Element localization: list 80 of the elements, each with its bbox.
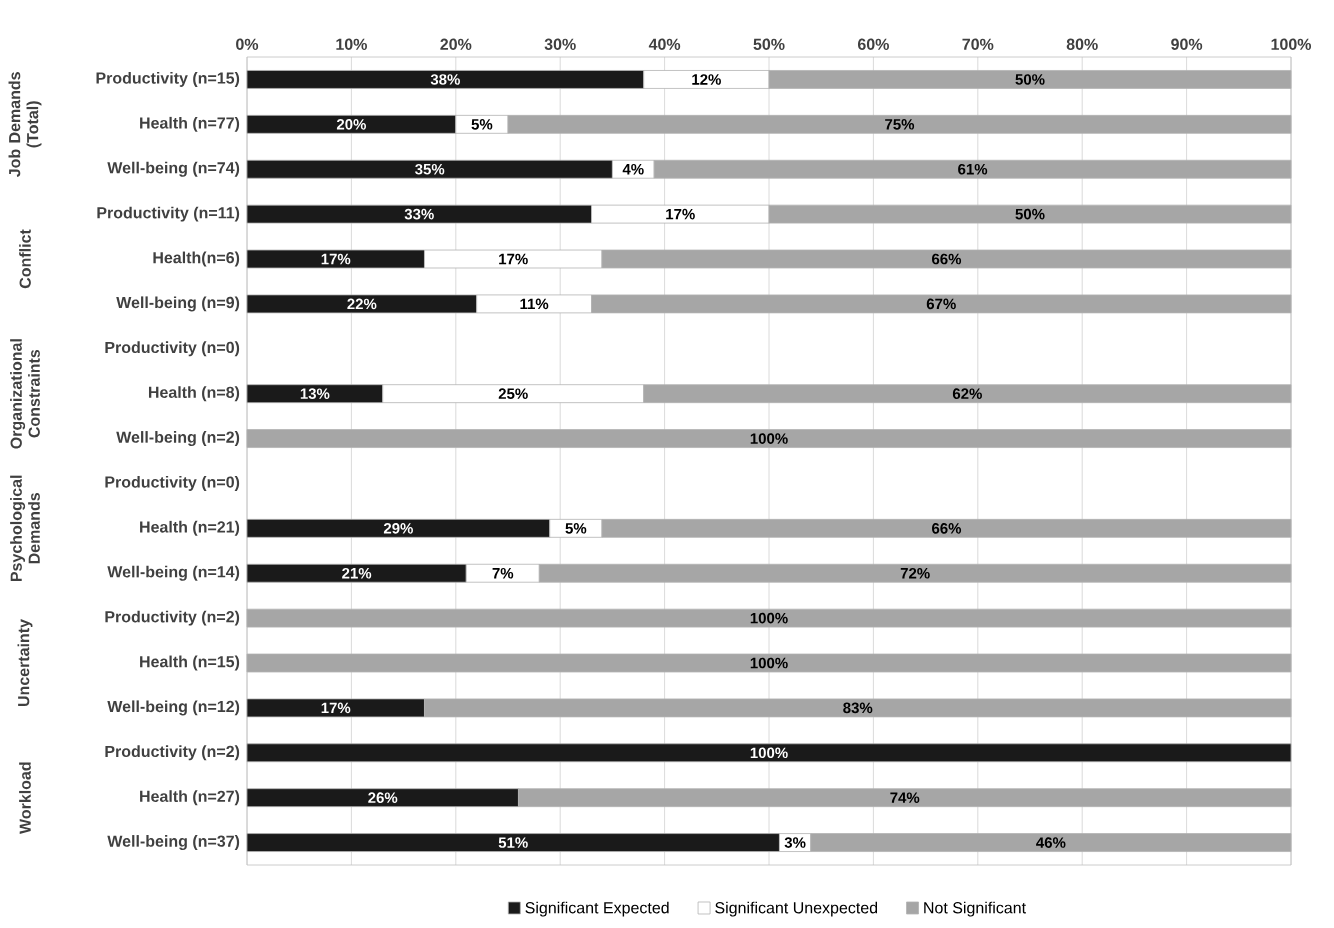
data-label: 100% bbox=[750, 433, 788, 444]
data-label: 83% bbox=[843, 702, 873, 714]
text: Workload bbox=[19, 762, 31, 834]
data-label: 12% bbox=[692, 74, 721, 85]
text: Psychological Demands bbox=[10, 475, 40, 582]
data-label: 50% bbox=[1015, 208, 1045, 220]
x-tick-label: 40% bbox=[648, 38, 681, 50]
x-tick-label: 10% bbox=[336, 38, 367, 50]
x-tick-label: 100% bbox=[1271, 38, 1312, 50]
data-label: 17% bbox=[666, 208, 695, 220]
y-tick-label: Productivity (n=11) bbox=[97, 206, 240, 222]
y-tick-label: Well-being (n=37) bbox=[107, 835, 240, 851]
data-label: 17% bbox=[499, 253, 528, 265]
data-label: 74% bbox=[890, 792, 920, 803]
data-label: 38% bbox=[430, 74, 460, 85]
y-tick-label: Well-being (n=2) bbox=[116, 431, 240, 447]
bar bbox=[246, 653, 1292, 673]
data-label: 62% bbox=[952, 388, 982, 399]
y-tick-label: Productivity (n=0) bbox=[105, 475, 240, 491]
data-label: 35% bbox=[415, 163, 445, 175]
y-tick-label: Health(n=6) bbox=[153, 251, 240, 267]
legend-label: Significant Expected bbox=[525, 901, 669, 917]
data-label: 51% bbox=[498, 837, 528, 848]
data-label: 5% bbox=[471, 119, 493, 130]
data-label: 3% bbox=[784, 837, 806, 848]
y-tick-label: Health (n=21) bbox=[140, 520, 240, 536]
data-label: 4% bbox=[622, 163, 644, 175]
data-label: 100% bbox=[750, 657, 788, 669]
data-label: 22% bbox=[347, 298, 377, 310]
data-label: 20% bbox=[336, 119, 366, 130]
legend-label: Significant Unexpected bbox=[715, 901, 878, 917]
data-label: 66% bbox=[932, 253, 962, 265]
data-label: 72% bbox=[900, 567, 930, 579]
y-tick-label: Well-being (n=14) bbox=[107, 565, 240, 581]
y-tick-label: Well-being (n=74) bbox=[107, 161, 240, 177]
data-label: 5% bbox=[565, 523, 587, 534]
x-tick-label: 20% bbox=[440, 38, 472, 50]
data-label: 61% bbox=[958, 163, 988, 175]
text: Organizational Constraints bbox=[10, 339, 40, 449]
y-tick-label: Health (n=77) bbox=[140, 116, 240, 132]
data-label: 75% bbox=[885, 119, 915, 130]
data-label: 100% bbox=[750, 612, 788, 624]
y-tick-label: Health (n=27) bbox=[140, 790, 240, 806]
y-tick-label: Health (n=8) bbox=[148, 386, 240, 402]
data-label: 66% bbox=[932, 523, 962, 534]
legend-label: Not Significant bbox=[924, 901, 1026, 917]
y-tick-label: Productivity (n=15) bbox=[96, 71, 240, 87]
bar bbox=[246, 743, 1292, 763]
y-tick-label: Well-being (n=12) bbox=[107, 700, 240, 716]
bar bbox=[246, 429, 1292, 448]
x-tick-label: 90% bbox=[1171, 38, 1203, 50]
text: Job Demands (Total) bbox=[8, 72, 42, 177]
data-label: 46% bbox=[1036, 837, 1066, 848]
data-label: 50% bbox=[1015, 74, 1045, 85]
data-label: 11% bbox=[520, 298, 549, 310]
text: Conflict bbox=[19, 229, 31, 289]
x-tick-label: 80% bbox=[1066, 38, 1098, 50]
x-tick-label: 70% bbox=[962, 38, 994, 50]
y-tick-label: Productivity (n=2) bbox=[105, 610, 240, 626]
data-label: 17% bbox=[321, 253, 351, 265]
x-tick-label: 0% bbox=[236, 38, 259, 50]
y-tick-label: Productivity (n=2) bbox=[105, 745, 240, 761]
x-tick-label: 30% bbox=[544, 38, 576, 50]
data-label: 21% bbox=[342, 567, 372, 579]
data-label: 26% bbox=[368, 792, 398, 803]
y-tick-label: Well-being (n=9) bbox=[116, 296, 240, 312]
data-label: 13% bbox=[300, 388, 330, 399]
data-label: 7% bbox=[492, 567, 514, 579]
data-label: 25% bbox=[498, 388, 528, 399]
data-label: 29% bbox=[383, 523, 413, 534]
x-tick-label: 60% bbox=[857, 38, 889, 50]
x-tick-label: 50% bbox=[753, 38, 785, 50]
data-label: 67% bbox=[926, 298, 956, 310]
data-label: 100% bbox=[750, 747, 788, 759]
data-label: 17% bbox=[321, 702, 351, 714]
text: Uncertainty bbox=[17, 619, 33, 707]
bar bbox=[246, 608, 1292, 628]
y-tick-label: Productivity (n=0) bbox=[105, 341, 240, 357]
y-tick-label: Health (n=15) bbox=[140, 655, 240, 671]
data-label: 33% bbox=[404, 208, 434, 220]
